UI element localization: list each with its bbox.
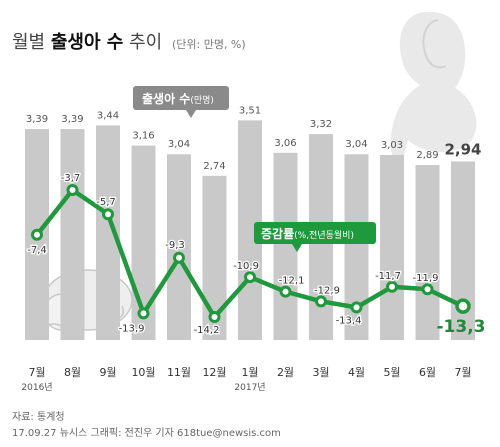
x-tick-label-1: 8월 — [64, 366, 81, 379]
rate-point-0 — [31, 228, 43, 241]
rate-value-label-3: -13,9 — [119, 323, 145, 334]
rate-value-label-7: -12,1 — [279, 276, 305, 287]
svg-text:출생아 수(만명): 출생아 수(만명) — [142, 91, 214, 106]
year-label-6: 2017년 — [234, 382, 265, 393]
rate-point-3 — [137, 307, 150, 320]
rate-value-label-9: -13,4 — [336, 315, 362, 326]
births-callout: 출생아 수(만명) — [133, 86, 229, 118]
x-tick-label-4: 11월 — [167, 366, 191, 379]
rate-value-label-2: -5,7 — [96, 197, 116, 208]
rate-point-1 — [66, 184, 79, 196]
bar-value-label-1: 3,39 — [61, 114, 83, 125]
bar-value-label-3: 3,16 — [132, 131, 154, 142]
rate-point-2 — [102, 208, 114, 221]
rate-value-label-10: -11,7 — [375, 271, 401, 282]
credit-note: 17.09.27 뉴시스 그래픽: 전진우 기자 618tue@newsis.c… — [12, 428, 281, 439]
x-tick-label-11: 6월 — [419, 366, 436, 379]
x-tick-label-12: 7월 — [454, 366, 471, 379]
rate-point-12 — [455, 298, 471, 314]
x-tick-label-2: 9월 — [99, 366, 116, 379]
rate-callout-label: 증감률 — [261, 226, 294, 241]
rate-value-label-12: -13,3 — [437, 317, 486, 337]
bar-value-label-7: 3,06 — [274, 138, 296, 149]
rate-value-label-4: -9,3 — [165, 240, 185, 251]
rate-callout: 증감률(%,전년동월비) — [254, 222, 376, 252]
bar-value-label-8: 3,32 — [310, 119, 332, 130]
bar-value-label-5: 2,74 — [203, 161, 225, 172]
rate-value-label-6: -10,9 — [233, 261, 259, 272]
year-label-0: 2016년 — [21, 382, 52, 393]
rate-point-10 — [386, 280, 398, 293]
rate-callout-unit: (%,전년동월비) — [294, 229, 354, 241]
bar-value-label-11: 2,89 — [416, 150, 438, 161]
x-tick-label-3: 10월 — [131, 366, 155, 379]
x-tick-label-8: 3월 — [312, 366, 329, 379]
rate-value-label-5: -14,2 — [194, 325, 220, 336]
bar-value-label-4: 3,04 — [168, 139, 190, 150]
rate-point-7 — [279, 285, 292, 298]
x-tick-label-9: 4월 — [348, 366, 365, 379]
bar-10 — [380, 154, 404, 340]
births-callout-unit: (만명) — [190, 95, 214, 106]
rate-value-label-0: -7,4 — [27, 245, 47, 256]
title-unit: (단위: 만명, %) — [171, 38, 246, 51]
bar-value-label-2: 3,44 — [97, 110, 119, 121]
pregnant-woman-illustration — [390, 11, 477, 162]
rate-point-4 — [173, 251, 185, 264]
x-tick-label-0: 7월 — [28, 366, 45, 379]
title-suffix: 추이 — [129, 32, 163, 53]
rate-point-5 — [208, 311, 221, 324]
rate-value-label-8: -12,9 — [314, 285, 340, 296]
source-note: 자료: 통계청 — [12, 412, 65, 423]
rate-point-11 — [421, 283, 434, 296]
rate-point-9 — [350, 301, 363, 314]
chart-title: 월별 출생아 수 추이 (단위: 만명, %) — [12, 28, 246, 54]
rate-value-label-11: -11,9 — [413, 273, 439, 284]
bar-value-label-6: 3,51 — [239, 105, 261, 116]
x-tick-label-10: 5월 — [383, 366, 400, 379]
title-bold: 출생아 수 — [50, 32, 124, 53]
bar-1 — [60, 129, 85, 340]
bar-value-label-12: 2,94 — [444, 140, 481, 158]
svg-text:증감률(%,전년동월비): 증감률(%,전년동월비) — [261, 226, 354, 241]
x-tick-label-5: 12월 — [202, 366, 226, 379]
rate-point-6 — [244, 271, 256, 284]
bar-value-label-9: 3,04 — [345, 139, 367, 150]
bar-value-label-0: 3,39 — [26, 114, 48, 125]
rate-point-8 — [315, 295, 327, 308]
x-tick-label-7: 2월 — [277, 366, 294, 379]
bar-value-label-10: 3,03 — [381, 140, 403, 151]
bar-4 — [167, 154, 191, 340]
x-tick-label-6: 1월 — [241, 366, 258, 379]
births-callout-label: 출생아 수 — [142, 91, 190, 106]
rate-value-label-1: -3,7 — [61, 173, 81, 184]
title-prefix: 월별 — [12, 32, 46, 53]
bar-11 — [415, 165, 440, 340]
